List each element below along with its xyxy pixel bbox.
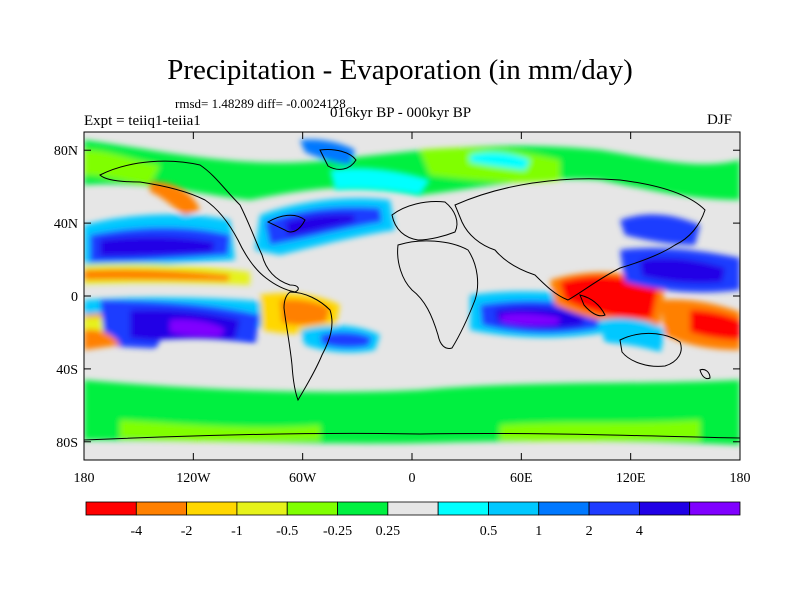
africa-outline [397,240,479,349]
north-atlantic-track [255,168,430,255]
colorbar-swatch [689,501,741,516]
lon-tick-label: 120W [176,471,211,486]
colorbar-swatch [286,501,338,516]
lon-tick-label: 180 [74,471,95,486]
colorbar-label: -2 [181,524,193,539]
longitude-axis: 180 120W 60W 0 60E 120E 180 [74,132,751,486]
colorbar-label: -0.25 [323,524,352,539]
colorbar-swatch [186,501,238,516]
colorbar-swatch [135,501,188,516]
colorbar-swatch [638,501,691,516]
colorbar-swatch [85,501,137,516]
lat-tick-label: 40S [56,363,78,378]
colorbar-swatch [488,501,540,516]
coastlines [84,149,740,441]
lon-tick-label: 0 [409,471,416,486]
tropical-bands [84,214,740,357]
asia-outline [454,178,706,301]
colorbar: -4 -2 -1 -0.5 -0.25 0.25 0.5 1 2 4 [85,501,741,539]
latitude-axis: 80N 40N 0 40S 80S [54,144,740,451]
antarctica-outline [84,432,740,441]
colorbar-label: 4 [636,524,643,539]
lon-tick-label: 60E [510,471,533,486]
lon-tick-label: 180 [730,471,751,486]
colorbar-swatch [588,501,640,516]
south-america-outline [283,291,333,402]
colorbar-swatch [387,501,439,516]
colorbar-label: 2 [586,524,593,539]
colorbar-swatch [236,501,288,516]
europe-outline [391,201,458,241]
lon-tick-label: 60W [289,471,317,486]
colorbar-swatch [538,501,590,516]
colorbar-label: 0.5 [480,524,498,539]
north-pacific-track [84,181,250,285]
field-shading [84,139,740,445]
colorbar-swatch [337,501,389,516]
australia-outline [619,332,682,367]
hudson-bay-outline [266,214,306,233]
map-plot-area [83,131,741,461]
lat-tick-label: 0 [71,290,78,305]
maritime-continent-outline [579,294,606,317]
lat-tick-label: 80N [54,144,78,159]
colorbar-label: -1 [231,524,243,539]
experiment-label: Expt = teiiq1-teiia1 [84,113,201,129]
colorbar-label: 1 [535,524,542,539]
colorbar-label: -4 [130,524,142,539]
colorbar-label: 0.25 [376,524,401,539]
lon-tick-label: 120E [616,471,646,486]
high-latitude-band [84,139,740,445]
map-title: Precipitation - Evaporation (in mm/day) [167,54,633,86]
lat-tick-label: 40N [54,217,78,232]
time-period-label: 016kyr BP - 000kyr BP [330,105,472,121]
rmsd-diff-stats: rmsd= 1.48289 diff= -0.0024128 [175,96,346,111]
greenland-outline [319,149,357,170]
colorbar-label: -0.5 [276,524,298,539]
lat-tick-label: 80S [56,436,78,451]
new-zealand-outline [699,369,711,380]
season-label: DJF [707,112,733,128]
colorbar-swatch [437,501,489,516]
